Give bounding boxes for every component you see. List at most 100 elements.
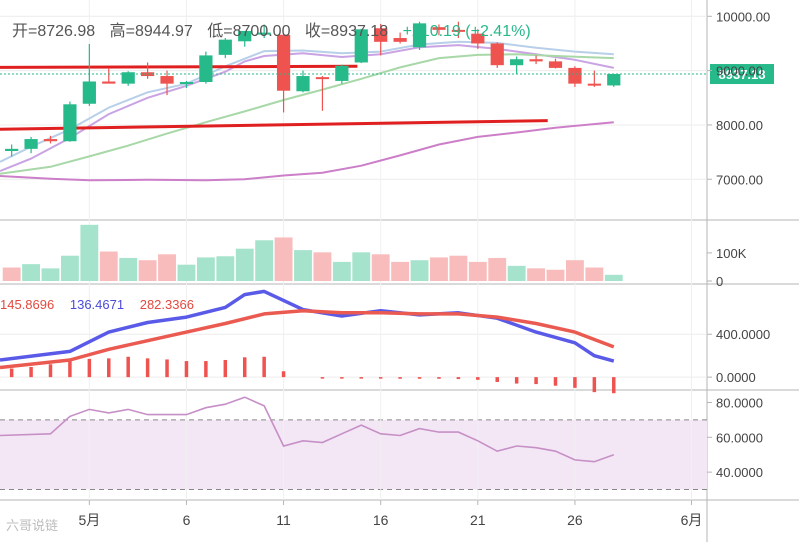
volume-tick-label-0: 0 <box>716 274 723 289</box>
volume-bar-12 <box>235 248 254 281</box>
rsi-tick-label-0: 40.0000 <box>716 465 763 480</box>
last-price-label: 8937.18 <box>719 67 766 82</box>
candle-body-11 <box>218 39 232 55</box>
macd-histogram-bar-18 <box>378 377 383 379</box>
volume-bar-24 <box>468 261 487 281</box>
macd-histogram-bar-0 <box>9 368 14 378</box>
volume-bar-4 <box>80 224 99 281</box>
candle-body-21 <box>412 23 427 48</box>
volume-bar-8 <box>158 254 176 281</box>
candle-body-27 <box>529 59 543 62</box>
macd-histogram-bar-2 <box>48 364 53 378</box>
macd-histogram-bar-25 <box>514 377 519 384</box>
macd-histogram-bar-29 <box>592 377 597 393</box>
candle-body-24 <box>471 33 485 44</box>
macd-histogram-bar-27 <box>553 377 558 386</box>
macd-legend: 145.8696 136.4671 282.3366 <box>0 297 194 312</box>
volume-bar-5 <box>99 251 118 281</box>
x-tick-label-0: 5月 <box>78 512 100 528</box>
macd-histogram-bar-15 <box>320 377 325 379</box>
volume-bar-29 <box>565 260 584 281</box>
candle-body-23 <box>451 29 465 32</box>
volume-bar-2 <box>41 268 60 281</box>
volume-bar-3 <box>60 255 79 281</box>
macd-histogram-bar-30 <box>612 377 616 394</box>
macd-legend-value-a: 145.8696 <box>0 297 54 312</box>
candle-body-6 <box>121 72 135 84</box>
volume-bar-1 <box>22 264 41 281</box>
volume-bar-19 <box>371 254 390 281</box>
macd-histogram-bar-23 <box>476 377 480 380</box>
watermark-text: 六哥说链 <box>6 518 58 533</box>
volume-bar-13 <box>255 240 274 281</box>
candle-body-4 <box>82 81 96 104</box>
volume-bar-9 <box>177 264 196 281</box>
volume-bar-30 <box>585 267 604 281</box>
volume-tick-label-1: 100K <box>716 246 747 261</box>
rsi-tick-label-2: 80.0000 <box>716 395 763 410</box>
candle-body-3 <box>63 104 77 142</box>
volume-bar-11 <box>216 256 235 281</box>
macd-histogram-bar-14 <box>281 371 286 378</box>
macd-histogram-bar-17 <box>359 377 364 379</box>
candle-body-2 <box>43 139 58 142</box>
candle-body-15 <box>296 76 310 92</box>
macd-tick-label-1: 400.0000 <box>716 327 770 342</box>
x-tick-label-5: 26 <box>567 512 583 528</box>
candle-body-20 <box>393 38 407 42</box>
macd-histogram-bar-24 <box>495 377 499 382</box>
last-price-tag <box>710 64 774 85</box>
candle-body-8 <box>160 76 174 84</box>
volume-bar-20 <box>391 261 410 281</box>
volume-bar-27 <box>527 268 546 281</box>
volume-bar-16 <box>313 252 332 281</box>
candle-body-17 <box>335 65 349 81</box>
volume-bar-0 <box>2 267 21 281</box>
volume-bar-22 <box>430 257 448 281</box>
macd-histogram-bar-10 <box>204 361 208 378</box>
volume-bar-17 <box>332 261 351 281</box>
candle-body-13 <box>257 32 271 35</box>
x-tick-label-1: 6 <box>183 512 191 528</box>
header-close: 收=8937.18 <box>305 22 388 40</box>
moving-average-line-3 <box>0 121 614 182</box>
macd-histogram-bar-28 <box>573 377 577 388</box>
candle-body-28 <box>548 61 563 68</box>
header-change: +210.19 (+2.41%) <box>403 23 531 40</box>
ohlc-header: 开=8726.98 高=8944.97 低=8700.00 收=8937.18 … <box>12 22 531 40</box>
candle-body-30 <box>587 83 601 86</box>
price-tick-label-1: 8000.00 <box>716 118 763 133</box>
volume-bar-23 <box>449 255 468 281</box>
macd-histogram-bar-13 <box>262 356 266 378</box>
candle-body-29 <box>568 67 582 84</box>
trend-line-1 <box>0 119 548 131</box>
macd-histogram-bar-20 <box>417 377 422 379</box>
rsi-tick-label-1: 60.0000 <box>716 430 763 445</box>
candle-body-0 <box>5 148 19 152</box>
trend-line-0 <box>0 64 358 69</box>
macd-legend-value-b: 136.4671 <box>70 297 124 312</box>
rsi-band <box>0 419 707 490</box>
volume-bar-31 <box>604 274 623 281</box>
price-tick-label-0: 7000.00 <box>716 172 763 187</box>
macd-histogram-bar-8 <box>165 359 169 378</box>
candle-body-19 <box>374 28 388 42</box>
volume-bar-18 <box>352 252 371 281</box>
candle-body-14 <box>276 34 291 91</box>
candle-body-12 <box>238 30 252 42</box>
volume-bar-15 <box>294 250 312 281</box>
x-tick-label-6: 6月 <box>681 512 703 528</box>
macd-histogram-bar-16 <box>340 377 344 379</box>
macd-histogram-bar-6 <box>126 356 130 378</box>
candle-body-22 <box>432 27 446 30</box>
volume-bar-21 <box>410 260 429 281</box>
rsi-line-0 <box>0 396 615 463</box>
macd-histogram-bar-11 <box>223 359 228 378</box>
macd-histogram-bar-3 <box>68 361 72 378</box>
macd-legend-value-c: 282.3366 <box>140 297 194 312</box>
volume-bar-26 <box>507 265 526 281</box>
macd-histogram-bar-22 <box>456 377 461 380</box>
candle-body-9 <box>179 82 194 85</box>
x-tick-label-3: 16 <box>373 512 389 528</box>
